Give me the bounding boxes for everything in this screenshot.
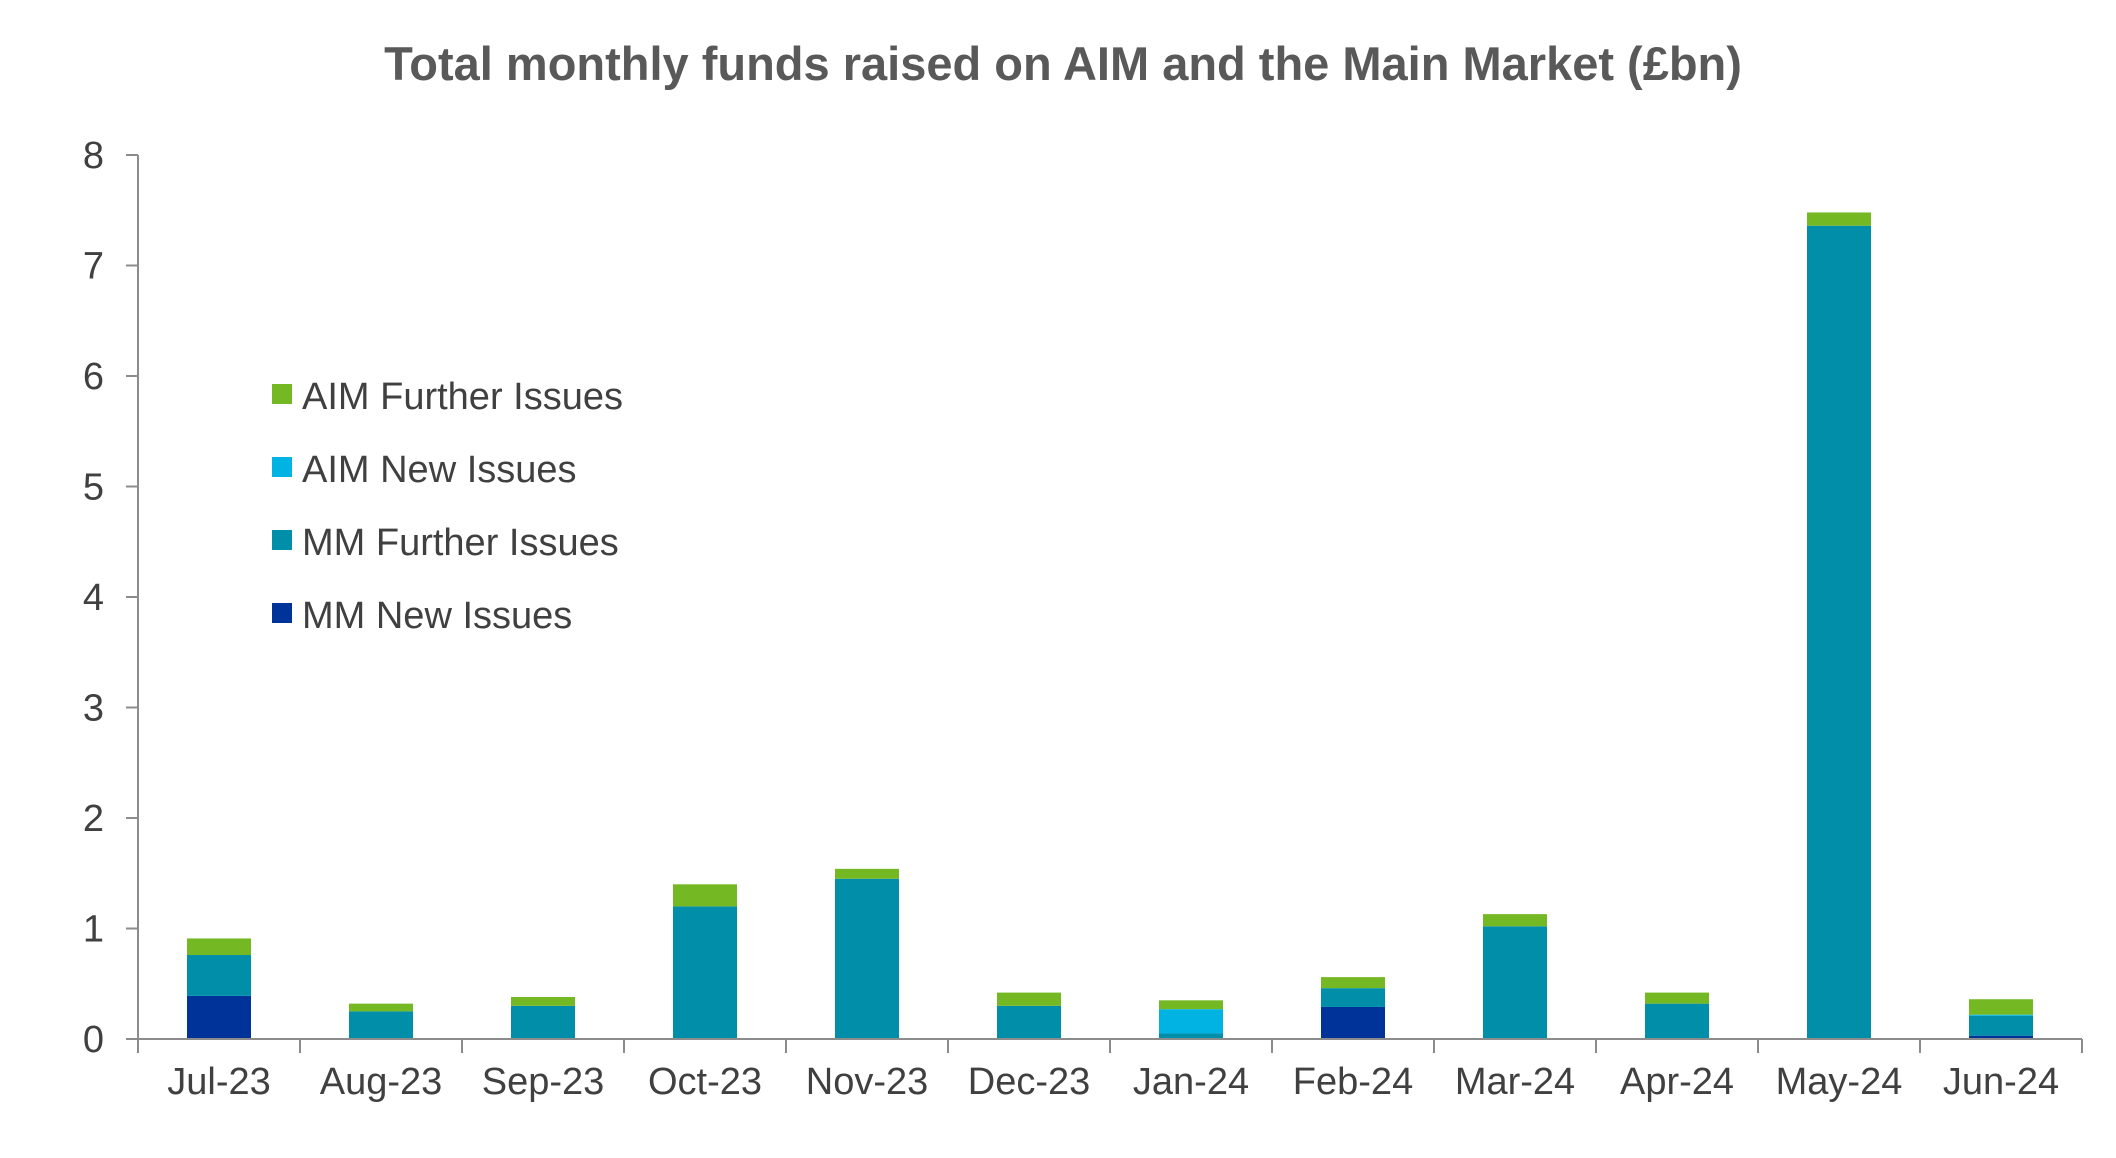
y-tick-label: 8: [83, 135, 104, 177]
bar-segment: [1321, 977, 1385, 989]
bar-segment: [1321, 1006, 1385, 1039]
bar-segment: [1807, 225, 1871, 1040]
bar-segment: [1969, 1015, 2033, 1036]
bar-segment: [1483, 926, 1547, 1039]
x-tick-label: Nov-23: [806, 1061, 929, 1103]
y-tick-label: 7: [83, 246, 104, 288]
x-tick-label: Mar-24: [1455, 1061, 1575, 1103]
bar-segment: [1645, 992, 1709, 1004]
x-tick-label: Oct-23: [648, 1061, 762, 1103]
bar-segment: [187, 955, 251, 996]
y-tick-label: 1: [83, 909, 104, 951]
x-tick-label: May-24: [1776, 1061, 1903, 1103]
bar-segment: [1159, 1009, 1223, 1034]
chart-title: Total monthly funds raised on AIM and th…: [384, 37, 1742, 90]
bar-segment: [349, 1011, 413, 1040]
bar-segment: [1969, 999, 2033, 1015]
legend-label: AIM New Issues: [302, 449, 577, 491]
y-tick-label: 3: [83, 688, 104, 730]
bar-segment: [1483, 914, 1547, 927]
bar-segment: [1159, 1033, 1223, 1039]
legend-swatch: [272, 530, 292, 550]
y-tick-label: 0: [83, 1019, 104, 1061]
legend-swatch: [272, 384, 292, 404]
bar-segment: [1807, 212, 1871, 226]
bar-segment: [1969, 1014, 2033, 1016]
y-axis: 0 1 2 3 4 5 6 7 8: [83, 135, 139, 1061]
x-axis: Jul-23 Aug-23 Sep-23 Oct-23 Nov-23 Dec-23 Jan-…: [137, 1038, 2083, 1103]
bar-segment: [349, 1003, 413, 1012]
legend-label: MM Further Issues: [302, 522, 619, 564]
bar-segment: [835, 868, 899, 879]
x-tick-label: Sep-23: [482, 1061, 605, 1103]
x-tick-label: Jun-24: [1943, 1061, 2059, 1103]
bar-segment: [1969, 1035, 2033, 1039]
bar-segment: [187, 995, 251, 1039]
bar-segment: [1645, 1003, 1709, 1039]
bar-segment: [673, 906, 737, 1039]
bar-segment: [511, 997, 575, 1006]
bar-segment: [511, 1005, 575, 1039]
legend-swatch: [272, 457, 292, 477]
bar-segment: [997, 1005, 1061, 1039]
x-tick-label: Feb-24: [1293, 1061, 1413, 1103]
legend: AIM Further Issues AIM New Issues MM Furth…: [272, 376, 623, 637]
y-tick-label: 4: [83, 577, 104, 619]
legend-label: AIM Further Issues: [302, 376, 623, 418]
bar-segment: [1159, 1000, 1223, 1010]
y-tick-label: 5: [83, 467, 104, 509]
bars: [187, 212, 2033, 1040]
bar-segment: [835, 878, 899, 1039]
x-tick-label: Jan-24: [1133, 1061, 1249, 1103]
bar-segment: [673, 884, 737, 907]
y-tick-label: 6: [83, 356, 104, 398]
bar-segment: [1321, 988, 1385, 1007]
bar-segment: [997, 992, 1061, 1006]
legend-label: MM New Issues: [302, 595, 572, 637]
y-tick-label: 2: [83, 798, 104, 840]
x-tick-label: Aug-23: [320, 1061, 443, 1103]
x-tick-label: Jul-23: [167, 1061, 271, 1103]
x-tick-label: Apr-24: [1620, 1061, 1734, 1103]
bar-segment: [187, 938, 251, 956]
x-tick-label: Dec-23: [968, 1061, 1091, 1103]
legend-swatch: [272, 603, 292, 623]
